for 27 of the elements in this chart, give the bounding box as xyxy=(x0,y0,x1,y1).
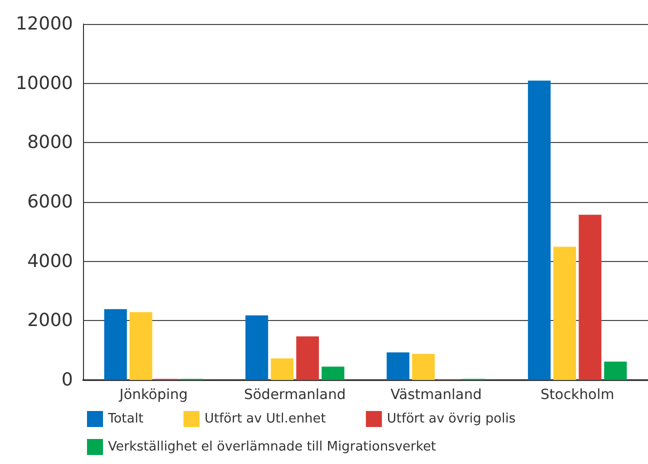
bar xyxy=(130,312,152,380)
legend-label: Totalt xyxy=(107,412,144,426)
bar xyxy=(528,80,551,380)
bar xyxy=(412,354,435,380)
y-tick-label: 4000 xyxy=(27,250,73,272)
x-tick-label: Jönköping xyxy=(118,387,188,403)
bar xyxy=(578,214,602,380)
x-tick-label: Västmanland xyxy=(390,387,482,403)
y-tick-label: 6000 xyxy=(27,192,73,212)
bar xyxy=(604,362,627,380)
y-tick-label: 8000 xyxy=(27,132,73,154)
bar xyxy=(296,336,319,380)
bar xyxy=(245,315,268,380)
legend-label: Verkställighet el överlämnade till Migrationsverket xyxy=(108,440,436,454)
y-tick-label: 10000 xyxy=(16,72,73,94)
bar xyxy=(104,309,127,380)
x-tick-label: Stockholm xyxy=(540,387,614,403)
bar xyxy=(270,358,294,380)
x-tick-label: Södermanland xyxy=(244,387,346,403)
legend-label: Utfört av övrig polis xyxy=(386,412,516,426)
bar xyxy=(386,352,410,380)
y-tick-label: 12000 xyxy=(16,14,73,34)
y-tick-label: 2000 xyxy=(27,310,73,332)
bar xyxy=(322,366,344,380)
y-tick-label: 0 xyxy=(62,370,73,390)
bar xyxy=(553,246,576,380)
legend-label: Utfört av Utl.enhet xyxy=(204,412,326,426)
